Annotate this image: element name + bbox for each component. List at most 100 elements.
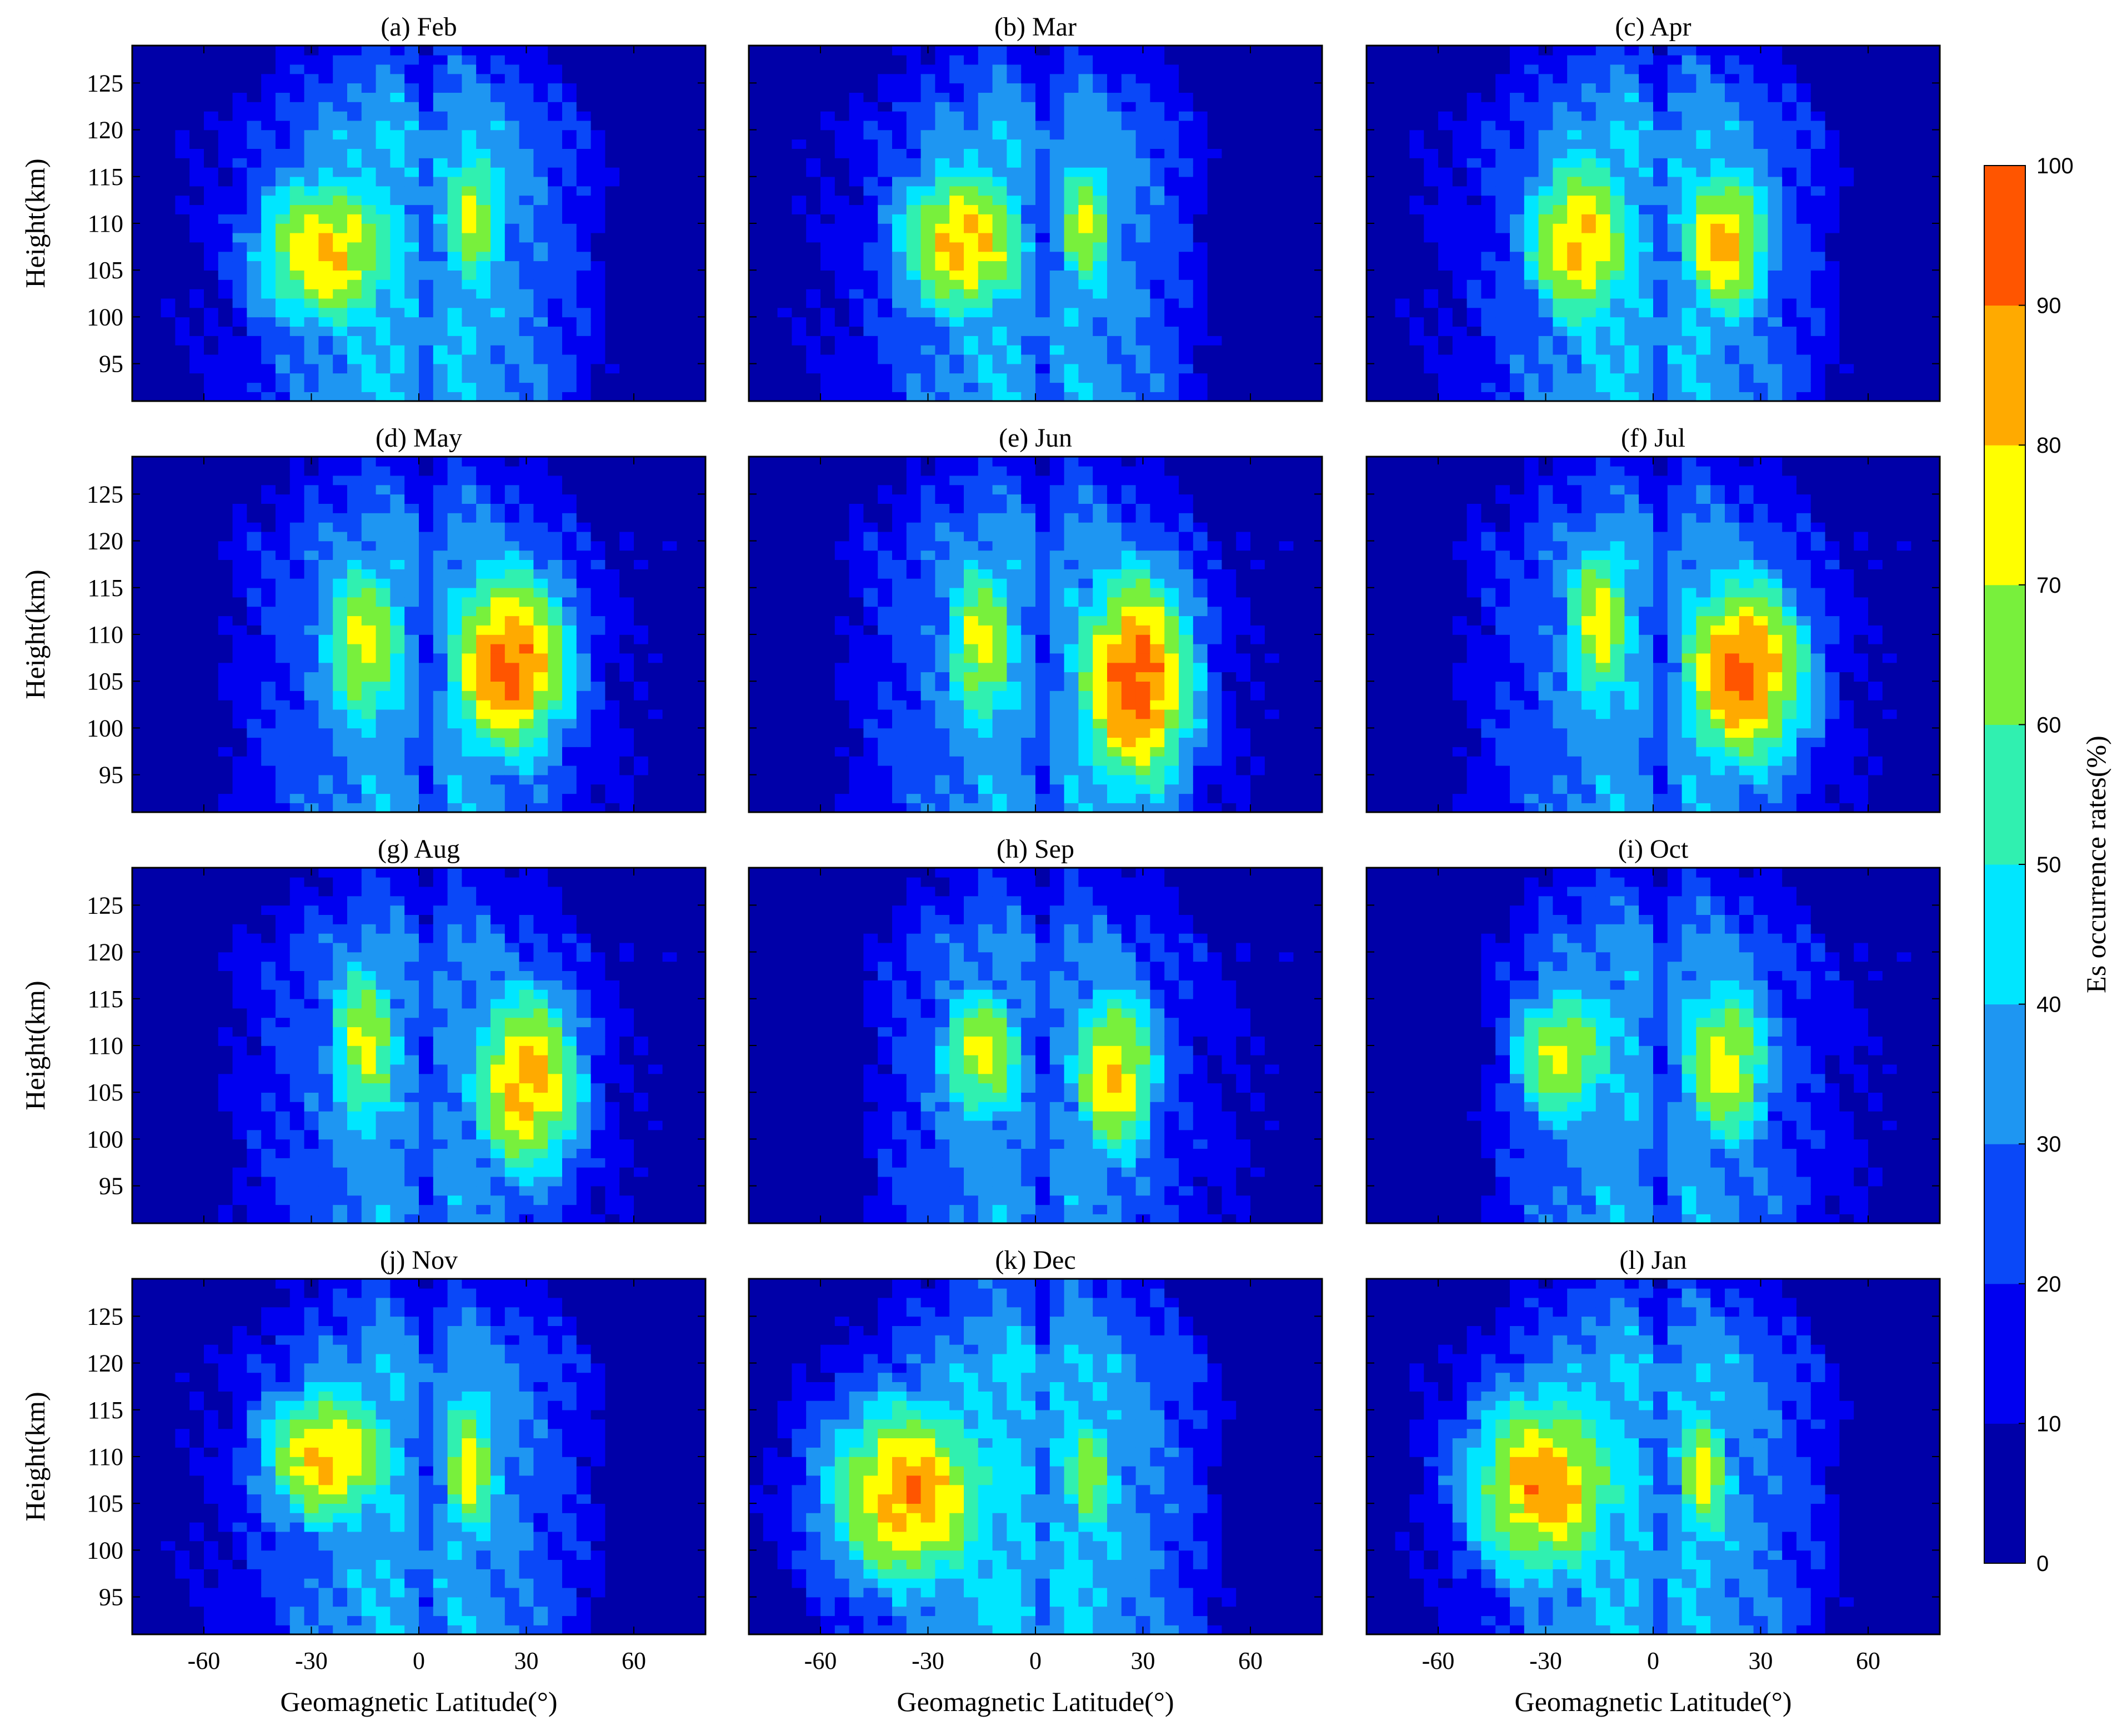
- heatmap-cell: [648, 158, 663, 168]
- heatmap-cell: [1064, 111, 1079, 121]
- heatmap-cell: [146, 793, 162, 803]
- heatmap-cell: [1725, 270, 1740, 280]
- heatmap-cell: [906, 354, 922, 364]
- heatmap-cell: [1567, 73, 1582, 84]
- heatmap-cell: [1179, 232, 1194, 243]
- heatmap-cell: [820, 46, 835, 56]
- heatmap-cell: [1839, 307, 1854, 318]
- heatmap-cell: [992, 392, 1008, 401]
- heatmap-cell: [562, 158, 577, 168]
- heatmap-cell: [504, 46, 520, 56]
- heatmap-cell: [763, 392, 778, 401]
- heatmap-cell: [1250, 354, 1265, 364]
- heatmap-cell: [849, 195, 864, 206]
- heatmap-cell: [677, 317, 692, 327]
- heatmap-cell: [1121, 363, 1137, 374]
- heatmap-cell: [419, 158, 434, 168]
- heatmap-cell: [576, 46, 592, 56]
- heatmap-cell: [691, 270, 705, 280]
- heatmap-cell: [1510, 176, 1525, 187]
- heatmap-cell: [1681, 242, 1697, 252]
- heatmap-cell: [1595, 298, 1611, 308]
- heatmap-cell: [576, 195, 592, 206]
- heatmap-cell: [792, 214, 807, 224]
- heatmap-cell: [1380, 382, 1396, 392]
- heatmap-cell: [1395, 373, 1410, 383]
- heatmap-cell: [218, 747, 233, 757]
- heatmap-cell: [376, 317, 391, 327]
- heatmap-cell: [1007, 148, 1022, 158]
- heatmap-cell: [863, 392, 878, 401]
- heatmap-cell: [992, 326, 1008, 336]
- heatmap-cell: [992, 167, 1008, 177]
- heatmap-cell: [1911, 158, 1926, 168]
- heatmap-cell: [677, 46, 692, 56]
- heatmap-cell: [1882, 46, 1898, 56]
- heatmap-cell: [820, 186, 835, 196]
- heatmap-cell: [491, 129, 506, 140]
- heatmap-cell: [289, 186, 305, 196]
- heatmap-cell: [1093, 288, 1108, 299]
- heatmap-cell: [878, 232, 893, 243]
- heatmap-cell: [1467, 373, 1482, 383]
- heatmap-cell: [1135, 317, 1151, 327]
- heatmap-cell: [476, 120, 491, 131]
- heatmap-cell: [1222, 279, 1237, 289]
- heatmap-cell: [462, 129, 477, 140]
- heatmap-cell: [189, 307, 204, 318]
- heatmap-cell: [232, 298, 248, 308]
- heatmap-cell: [1624, 158, 1639, 168]
- heatmap-cell: [1911, 120, 1926, 131]
- heatmap-cell: [1768, 242, 1783, 252]
- heatmap-cell: [1250, 363, 1265, 374]
- heatmap-cell: [1467, 270, 1482, 280]
- heatmap-cell: [1796, 336, 1811, 346]
- heatmap-cell: [1595, 326, 1611, 336]
- heatmap-cell: [1452, 223, 1468, 233]
- heatmap-cell: [892, 92, 907, 102]
- heatmap-cell: [247, 64, 262, 74]
- heatmap-cell: [1839, 167, 1854, 177]
- heatmap-cell: [376, 204, 391, 214]
- heatmap-cell: [1380, 270, 1396, 280]
- heatmap-cell: [1639, 270, 1654, 280]
- heatmap-cell: [1538, 204, 1554, 214]
- heatmap-cell: [1250, 204, 1265, 214]
- heatmap-cell: [161, 653, 176, 663]
- heatmap-cell: [1810, 111, 1826, 121]
- heatmap-cell: [361, 251, 377, 262]
- heatmap-cell: [1021, 64, 1036, 74]
- heatmap-cell: [662, 195, 678, 206]
- heatmap-cell: [691, 176, 705, 187]
- heatmap-cell: [1567, 120, 1582, 131]
- heatmap-cell: [920, 307, 936, 318]
- heatmap-cell: [820, 344, 835, 355]
- heatmap-cell: [878, 307, 893, 318]
- heatmap-cell: [361, 158, 377, 168]
- heatmap-cell: [1035, 195, 1050, 206]
- heatmap-cell: [161, 737, 176, 747]
- heatmap-cell: [906, 363, 922, 374]
- heatmap-cell: [1854, 195, 1869, 206]
- heatmap-cell: [189, 653, 204, 663]
- heatmap-cell: [132, 616, 147, 626]
- heatmap-cell: [204, 475, 219, 486]
- heatmap-cell: [247, 513, 262, 523]
- heatmap-cell: [204, 550, 219, 560]
- heatmap-cell: [1409, 73, 1424, 84]
- heatmap-cell: [1710, 373, 1725, 383]
- heatmap-cell: [1107, 307, 1122, 318]
- heatmap-cell: [132, 457, 147, 467]
- heatmap-cell: [447, 298, 463, 308]
- heatmap-cell: [1882, 336, 1898, 346]
- heatmap-cell: [318, 129, 333, 140]
- heatmap-cell: [1380, 176, 1396, 187]
- heatmap-cell: [892, 139, 907, 149]
- heatmap-cell: [433, 46, 448, 56]
- heatmap-cell: [476, 363, 491, 374]
- heatmap-cell: [347, 92, 362, 102]
- heatmap-cell: [1495, 242, 1510, 252]
- heatmap-cell: [1681, 232, 1697, 243]
- heatmap-cell: [1610, 204, 1625, 214]
- heatmap-cell: [1868, 336, 1883, 346]
